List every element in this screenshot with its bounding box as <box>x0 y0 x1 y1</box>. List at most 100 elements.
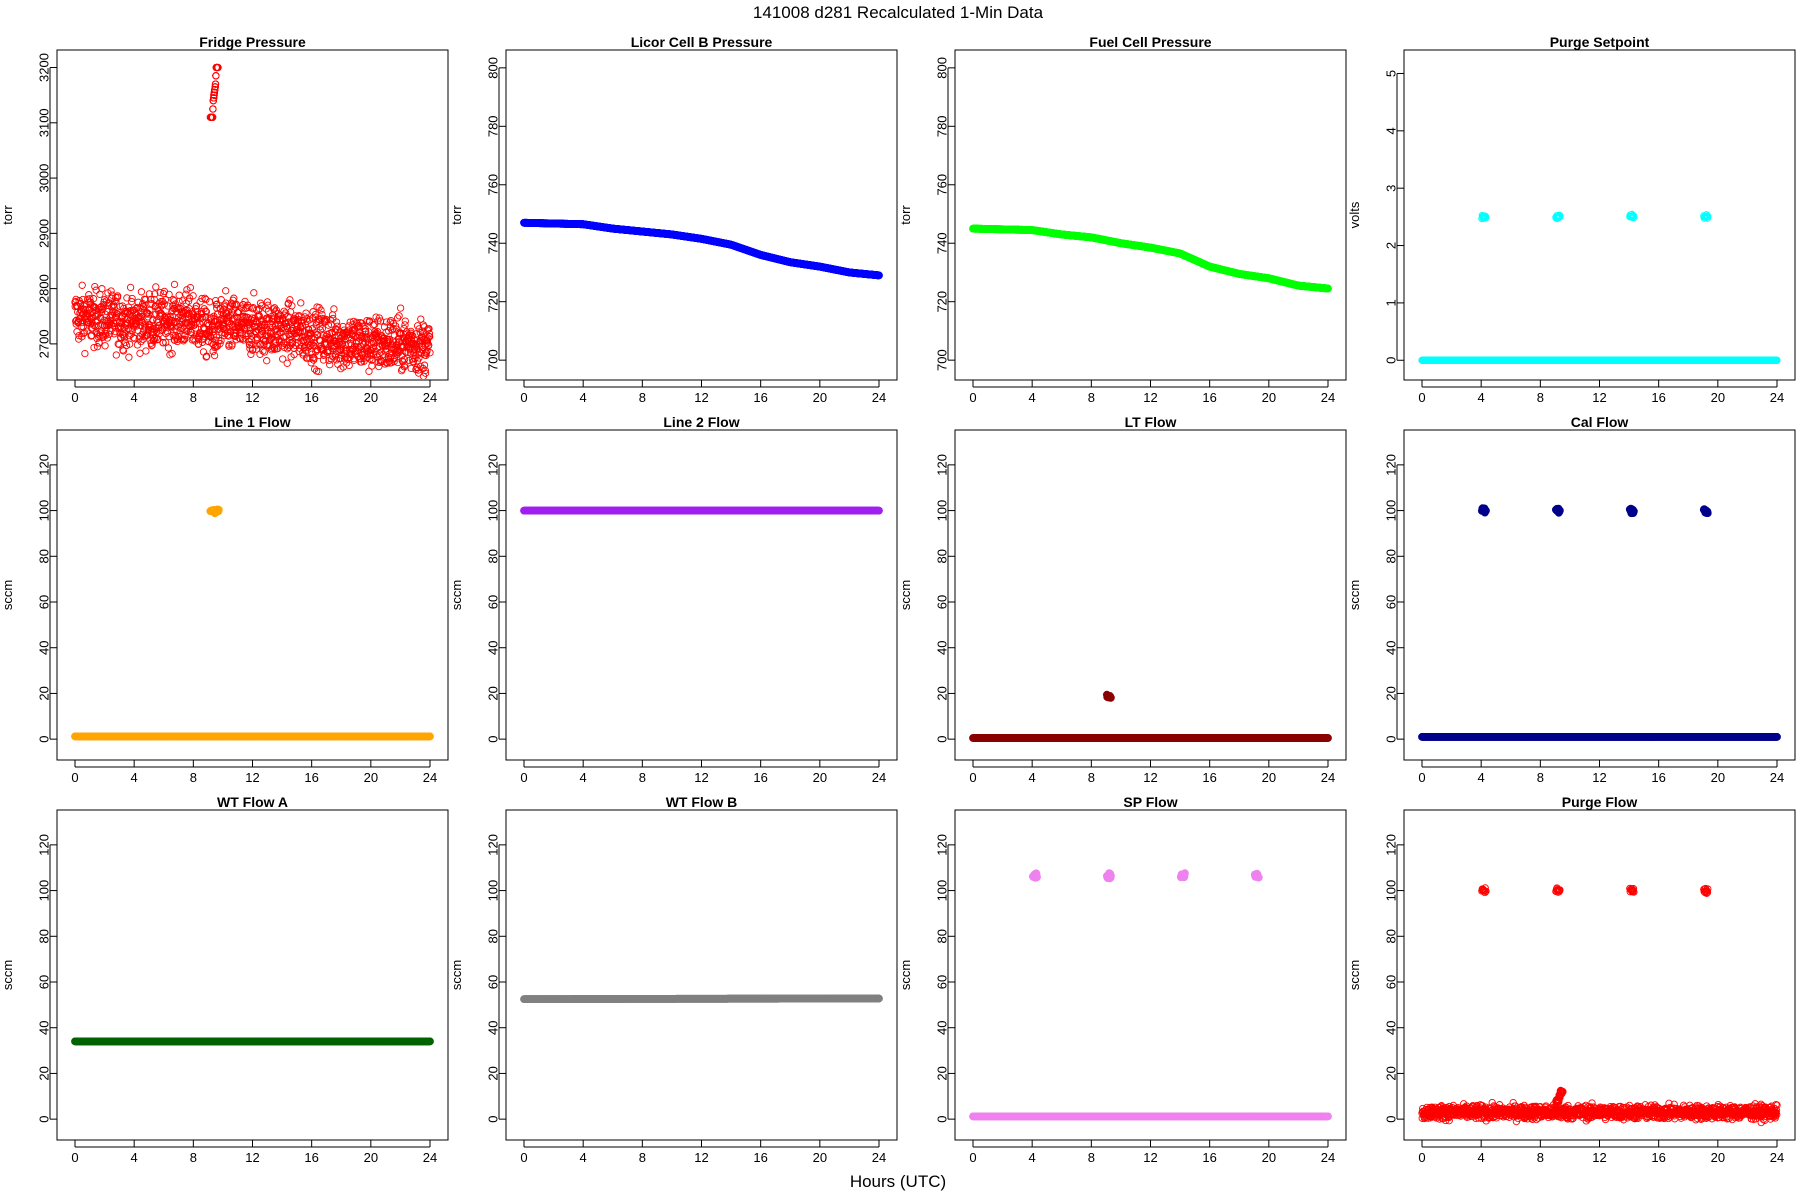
data-point <box>192 302 201 310</box>
data-point <box>336 354 345 363</box>
data-point <box>415 354 423 362</box>
y-axis-label: torr <box>0 205 15 225</box>
data-point <box>373 328 382 336</box>
data-point <box>297 299 305 307</box>
data-point <box>77 323 86 331</box>
x-tick-label: 4 <box>131 390 138 405</box>
data-point <box>357 343 365 351</box>
data-point <box>416 362 425 371</box>
points-fridge-pressure <box>71 63 434 379</box>
data-point <box>419 321 427 329</box>
data-point <box>135 317 143 326</box>
data-point <box>380 323 389 331</box>
data-point <box>108 303 116 311</box>
x-tick-label: 24 <box>872 390 886 405</box>
data-point <box>84 309 92 318</box>
data-point <box>142 347 150 355</box>
figure-title: 141008 d281 Recalculated 1-Min Data <box>753 3 1044 22</box>
x-tick-label: 24 <box>423 390 437 405</box>
data-point <box>175 291 183 299</box>
data-point <box>280 323 288 331</box>
data-point <box>328 352 337 360</box>
data-point <box>347 341 356 349</box>
data-point <box>339 322 347 331</box>
data-point <box>93 343 102 351</box>
data-point <box>382 318 391 326</box>
data-point <box>415 325 423 333</box>
data-point <box>210 91 218 99</box>
data-point <box>426 332 434 341</box>
data-point <box>120 334 129 342</box>
points-fuel-cell-pressure <box>969 224 1332 293</box>
data-point <box>97 302 106 311</box>
data-point <box>239 335 247 343</box>
data-point <box>409 332 417 340</box>
data-point <box>167 321 175 329</box>
data-point <box>248 340 256 349</box>
y-tick-label: 700 <box>935 349 950 371</box>
data-point <box>98 308 106 316</box>
data-point <box>279 355 287 363</box>
data-point <box>156 288 164 297</box>
data-point <box>235 334 244 343</box>
x-tick-label: 12 <box>245 390 259 405</box>
data-point <box>164 344 173 352</box>
data-point <box>136 349 144 357</box>
data-point <box>253 341 261 349</box>
x-tick-label: 12 <box>694 390 708 405</box>
data-point <box>393 314 402 322</box>
data-point <box>401 317 409 325</box>
data-point <box>186 283 195 292</box>
data-point <box>263 357 271 365</box>
data-point <box>128 294 136 303</box>
data-point <box>212 72 220 80</box>
y-tick-label: 700 <box>486 349 501 371</box>
data-point <box>419 364 427 373</box>
data-point <box>203 352 211 360</box>
x-tick-label: 16 <box>1202 390 1216 405</box>
data-point <box>341 355 349 363</box>
data-point <box>424 334 432 342</box>
x-tick-label: 0 <box>520 390 527 405</box>
x-tick-label: 20 <box>813 390 827 405</box>
data-point <box>310 365 319 373</box>
data-point <box>425 325 433 333</box>
data-point <box>137 337 145 346</box>
data-point <box>173 304 181 312</box>
data-point <box>110 319 118 327</box>
data-point <box>126 283 135 292</box>
data-point <box>168 350 176 358</box>
y-tick-label: 2700 <box>37 329 52 358</box>
data-point <box>391 322 400 330</box>
data-point <box>260 335 268 344</box>
data-point <box>89 295 98 303</box>
data-point <box>179 337 188 345</box>
data-point <box>157 309 165 317</box>
data-point <box>363 316 371 325</box>
data-point <box>318 324 326 333</box>
x-tick-label: 20 <box>1262 390 1276 405</box>
data-point <box>349 317 358 326</box>
data-point <box>191 324 200 332</box>
data-point <box>145 310 153 318</box>
data-point <box>120 331 128 340</box>
data-point <box>426 349 434 357</box>
data-point <box>303 336 311 344</box>
x-tick-label: 8 <box>639 390 646 405</box>
data-point <box>101 342 109 350</box>
y-tick-label: 3100 <box>37 108 52 137</box>
data-point <box>294 333 302 341</box>
panel-title-fridge-pressure: Fridge Pressure <box>199 34 306 50</box>
data-point <box>425 341 433 349</box>
data-point <box>208 113 217 121</box>
data-point <box>146 336 154 344</box>
data-point <box>197 315 205 323</box>
data-point <box>283 359 291 367</box>
y-tick-label: 3200 <box>37 53 52 82</box>
data-point <box>213 342 222 350</box>
data-point <box>372 313 380 321</box>
